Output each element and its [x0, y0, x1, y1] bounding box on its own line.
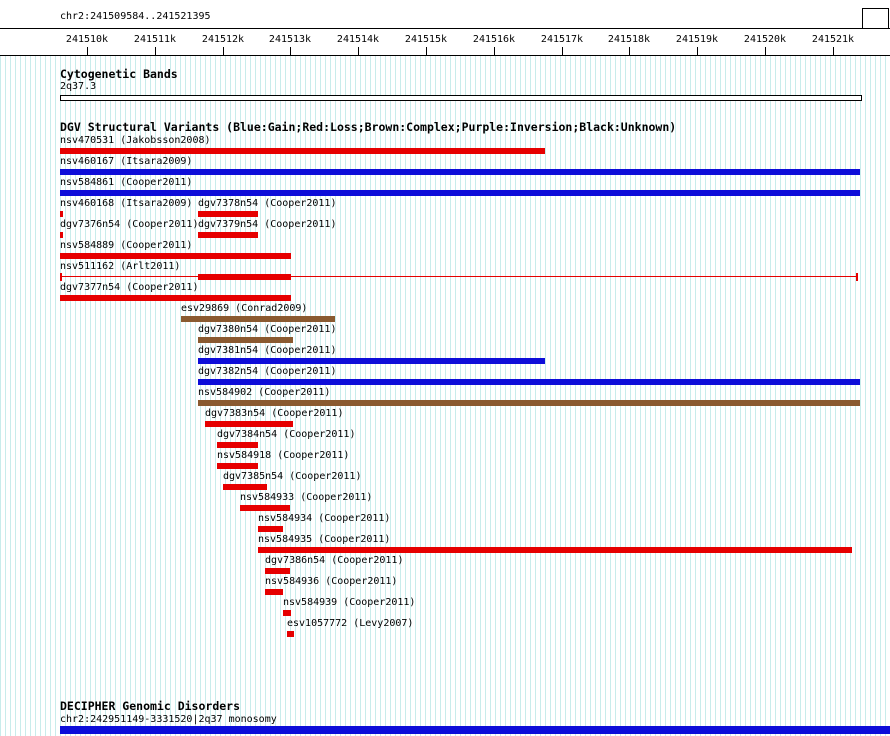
variant-label[interactable]: esv29869 (Conrad2009) [181, 303, 308, 314]
ruler-tick-mark [697, 47, 698, 55]
ruler-tick-label: 241511k [133, 34, 177, 45]
variant-label[interactable]: nsv511162 (Arlt2011) [60, 261, 181, 272]
variant-bar[interactable] [283, 610, 291, 616]
variant-label[interactable]: esv1057772 (Levy2007) [287, 618, 414, 629]
decipher-entry-label[interactable]: chr2:242951149-3331520|2q37 monosomy [60, 714, 277, 725]
section-title-decipher: DECIPHER Genomic Disorders [60, 699, 241, 713]
overview-baseline [0, 28, 890, 29]
variant-label[interactable]: dgv7384n54 (Cooper2011) [217, 429, 356, 440]
ruler-tick-label: 241517k [540, 34, 584, 45]
variant-bar[interactable] [198, 379, 860, 385]
variant-label[interactable]: nsv584936 (Cooper2011) [265, 576, 398, 587]
ruler-tick-mark [358, 47, 359, 55]
variant-extent-line [60, 276, 858, 277]
ruler-tick-mark [155, 47, 156, 55]
ruler-tick-mark [629, 47, 630, 55]
variant-bar[interactable] [198, 400, 860, 406]
variant-label[interactable]: nsv584902 (Cooper2011) [198, 387, 331, 398]
variant-bar[interactable] [223, 484, 267, 490]
variant-bar[interactable] [60, 232, 63, 238]
variant-bar[interactable] [181, 316, 335, 322]
ruler-tick-mark [290, 47, 291, 55]
variant-bar[interactable] [60, 253, 291, 259]
variant-bar[interactable] [205, 421, 293, 427]
variant-label[interactable]: dgv7380n54 (Cooper2011) [198, 324, 337, 335]
variant-label[interactable]: dgv7377n54 (Cooper2011) [60, 282, 199, 293]
cytoband-label: 2q37.3 [60, 81, 97, 92]
variant-bar[interactable] [60, 211, 63, 217]
variant-label[interactable]: dgv7376n54 (Cooper2011) [60, 219, 199, 230]
variant-bar[interactable] [198, 337, 293, 343]
variant-label[interactable]: dgv7381n54 (Cooper2011) [198, 345, 337, 356]
ruler-tick-label: 241516k [472, 34, 516, 45]
variant-label[interactable]: nsv584918 (Cooper2011) [217, 450, 350, 461]
variant-label[interactable]: nsv584933 (Cooper2011) [240, 492, 373, 503]
decipher-bar[interactable] [60, 726, 890, 734]
variant-bar[interactable] [217, 463, 258, 469]
variant-bar[interactable] [217, 442, 258, 448]
overview-selection-box[interactable] [862, 8, 889, 29]
variant-label[interactable]: nsv584934 (Cooper2011) [258, 513, 391, 524]
variant-label[interactable]: dgv7382n54 (Cooper2011) [198, 366, 337, 377]
ruler-tick-label: 241520k [743, 34, 787, 45]
variant-bar[interactable] [258, 526, 283, 532]
cytoband-bar[interactable] [60, 95, 862, 101]
variant-label[interactable]: nsv584861 (Cooper2011) [60, 177, 193, 188]
ruler-tick-label: 241519k [675, 34, 719, 45]
ruler-tick-label: 241514k [336, 34, 380, 45]
variant-label[interactable]: dgv7385n54 (Cooper2011) [223, 471, 362, 482]
variant-bar[interactable] [198, 232, 258, 238]
region-coordinates: chr2:241509584..241521395 [60, 11, 211, 22]
ruler-tick-label: 241513k [268, 34, 312, 45]
variant-label[interactable]: dgv7386n54 (Cooper2011) [265, 555, 404, 566]
variant-bar[interactable] [265, 589, 283, 595]
variant-label[interactable]: dgv7379n54 (Cooper2011) [198, 219, 337, 230]
ruler-tick-label: 241521k [811, 34, 855, 45]
variant-label[interactable]: nsv460167 (Itsara2009) [60, 156, 193, 167]
variant-bar[interactable] [60, 295, 291, 301]
ruler-tick-label: 241515k [404, 34, 448, 45]
variant-label[interactable]: nsv470531 (Jakobsson2008) [60, 135, 211, 146]
variant-label[interactable]: nsv460168 (Itsara2009) [60, 198, 193, 209]
variant-label[interactable]: dgv7378n54 (Cooper2011) [198, 198, 337, 209]
section-title-cytogenetic-bands: Cytogenetic Bands [60, 67, 178, 81]
variant-end-tick [60, 273, 62, 281]
variant-label[interactable]: nsv584889 (Cooper2011) [60, 240, 193, 251]
ruler-tick-label: 241510k [65, 34, 109, 45]
variant-label[interactable]: nsv584935 (Cooper2011) [258, 534, 391, 545]
variant-label[interactable]: nsv584939 (Cooper2011) [283, 597, 416, 608]
variant-bar[interactable] [198, 358, 545, 364]
variant-bar[interactable] [265, 568, 290, 574]
ruler-tick-label: 241518k [607, 34, 651, 45]
ruler-tick-mark [494, 47, 495, 55]
variant-label[interactable]: dgv7383n54 (Cooper2011) [205, 408, 344, 419]
ruler-tick-mark [426, 47, 427, 55]
ruler-tick-mark [87, 47, 88, 55]
variant-bar[interactable] [198, 211, 258, 217]
ruler-tick-mark [562, 47, 563, 55]
variant-bar[interactable] [60, 190, 860, 196]
variant-bar[interactable] [60, 169, 860, 175]
ruler-tick-mark [765, 47, 766, 55]
variant-bar[interactable] [258, 547, 852, 553]
variant-bar[interactable] [287, 631, 294, 637]
ruler-tick-mark [833, 47, 834, 55]
variant-bar[interactable] [240, 505, 290, 511]
variant-bar[interactable] [198, 274, 291, 280]
ruler-tick-mark [223, 47, 224, 55]
section-title-dgv-structural-variants: DGV Structural Variants (Blue:Gain;Red:L… [60, 120, 677, 134]
variant-bar[interactable] [60, 148, 545, 154]
ruler-tick-label: 241512k [201, 34, 245, 45]
ruler-baseline [0, 55, 890, 56]
variant-end-tick [856, 273, 858, 281]
